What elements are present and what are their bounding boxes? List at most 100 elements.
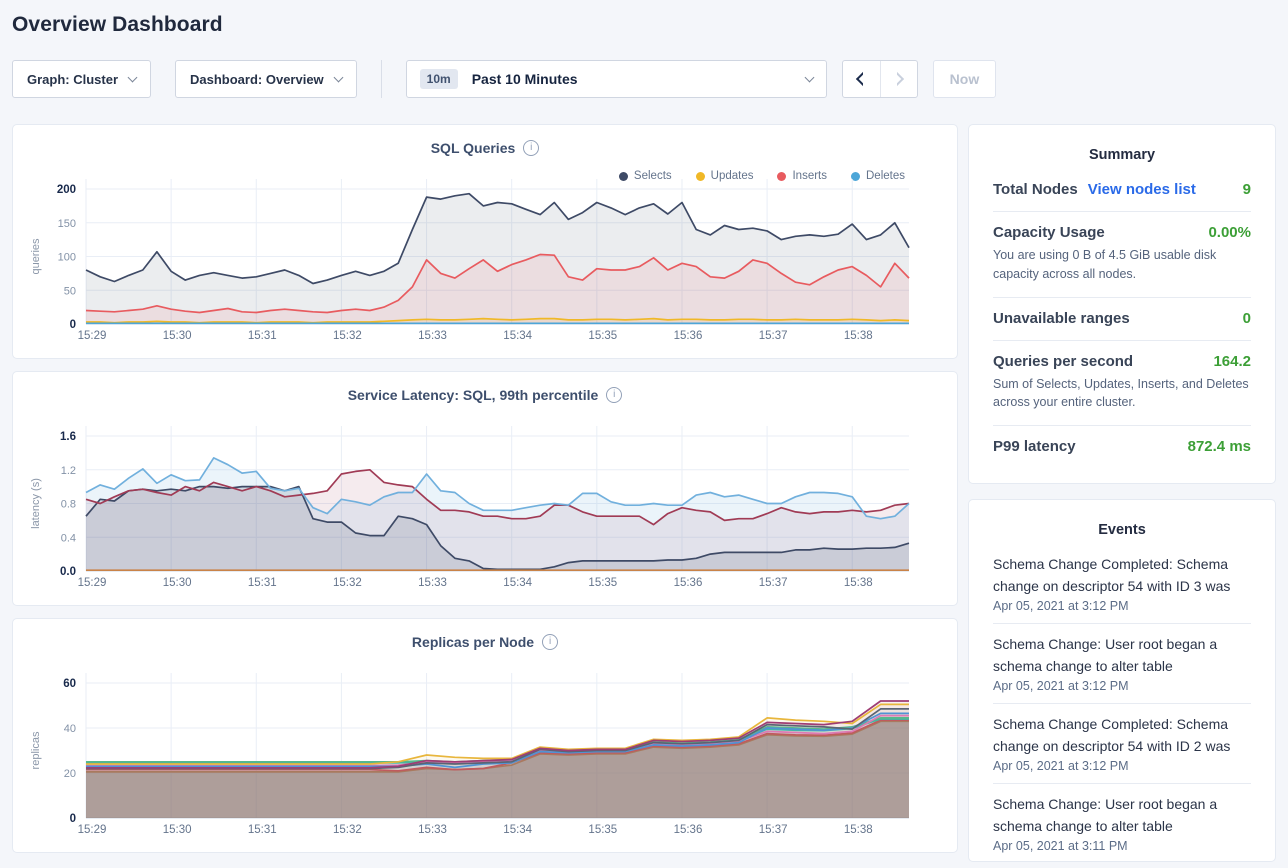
sql-queries-chart[interactable]: 15:29 15:30 15:31 15:32 15:33 15:34 15:35 15:36… (13, 173, 959, 358)
svg-text:15:33: 15:33 (418, 824, 447, 836)
svg-text:15:32: 15:32 (333, 577, 362, 589)
svg-text:0.0: 0.0 (60, 566, 76, 578)
event-timestamp: Apr 05, 2021 at 3:12 PM (993, 679, 1129, 693)
summary-rows: Total Nodes View nodes list 9 Capacity Usag… (993, 169, 1251, 468)
summary-row-unavailable-ranges: Unavailable ranges 0 (993, 298, 1251, 341)
svg-text:15:38: 15:38 (844, 330, 873, 342)
svg-text:0.8: 0.8 (61, 499, 76, 511)
legend-item-selects[interactable]: Selects (618, 170, 672, 182)
svg-text:15:36: 15:36 (674, 577, 703, 589)
chart-card-replicas-per-node: Replicas per Node i 15:29 15:30 15:31 15:32… (12, 618, 958, 853)
event-item[interactable]: Schema Change: User root began a schema … (993, 624, 1251, 704)
svg-text:replicas: replicas (30, 731, 42, 769)
svg-text:latency (s): latency (s) (30, 478, 42, 529)
summary-row-total-nodes: Total Nodes View nodes list 9 (993, 169, 1251, 212)
summary-value: 0.00% (1208, 224, 1251, 241)
dashboard-dropdown[interactable]: Dashboard: Overview (175, 60, 357, 98)
svg-text:15:37: 15:37 (759, 824, 788, 836)
svg-text:100: 100 (58, 252, 76, 264)
time-range-badge: 10m (419, 69, 458, 89)
summary-row-p99-latency: P99 latency 872.4 ms (993, 426, 1251, 468)
summary-label: Total Nodes (993, 181, 1078, 198)
event-item[interactable]: Schema Change: User root began a schema … (993, 784, 1251, 861)
svg-text:15:34: 15:34 (503, 824, 532, 836)
svg-text:0.4: 0.4 (61, 532, 76, 544)
svg-text:0: 0 (70, 813, 76, 825)
svg-text:15:33: 15:33 (418, 330, 447, 342)
svg-text:15:31: 15:31 (248, 330, 277, 342)
dashboard-dropdown-label: Dashboard: Overview (190, 71, 324, 87)
chevron-down-icon (804, 72, 815, 82)
event-text: Schema Change Completed: Schema change o… (993, 716, 1231, 754)
legend-item-deletes[interactable]: Deletes (851, 170, 905, 182)
legend-item-updates[interactable]: Updates (695, 170, 753, 182)
event-text: Schema Change: User root began a schema … (993, 636, 1218, 674)
legend-label: Selects (633, 170, 672, 182)
graph-dropdown[interactable]: Graph: Cluster (12, 60, 152, 98)
legend-dot-icon (851, 171, 860, 181)
svg-text:15:36: 15:36 (674, 330, 703, 342)
svg-text:queries: queries (30, 238, 42, 275)
svg-text:15:30: 15:30 (163, 824, 192, 836)
summary-value: 9 (1242, 181, 1251, 198)
next-time-button[interactable] (879, 61, 917, 97)
prev-time-button[interactable] (843, 61, 880, 97)
info-icon[interactable]: i (606, 387, 623, 403)
time-range-picker[interactable]: 10m Past 10 Minutes (405, 60, 827, 98)
summary-label: Unavailable ranges (993, 309, 1130, 327)
replicas-per-node-chart[interactable]: 15:29 15:30 15:31 15:32 15:33 15:34 15:35 15:36… (13, 667, 959, 852)
svg-text:20: 20 (64, 768, 76, 780)
svg-text:15:35: 15:35 (588, 824, 617, 836)
svg-text:15:34: 15:34 (503, 330, 532, 342)
view-nodes-list-link[interactable]: View nodes list (1087, 181, 1196, 198)
svg-text:0: 0 (70, 319, 76, 331)
now-button[interactable]: Now (932, 60, 997, 98)
summary-card: Summary Total Nodes View nodes list 9 Capac… (968, 124, 1276, 484)
info-icon[interactable]: i (523, 140, 540, 156)
summary-value: 872.4 ms (1187, 438, 1251, 455)
svg-text:1.6: 1.6 (60, 431, 76, 443)
chevron-down-icon (127, 72, 138, 82)
svg-text:15:29: 15:29 (78, 330, 107, 342)
svg-text:15:34: 15:34 (503, 577, 532, 589)
controls-bar: Graph: Cluster Dashboard: Overview 10m P… (12, 60, 1276, 98)
charts-column: SQL Queries i Selects Updates Inserts Delet… (12, 124, 958, 865)
legend-dot-icon (695, 171, 705, 181)
svg-text:15:29: 15:29 (78, 577, 107, 589)
service-latency-chart[interactable]: 15:29 15:30 15:31 15:32 15:33 15:34 15:35 15:36… (13, 420, 959, 605)
info-icon[interactable]: i (542, 634, 559, 650)
event-timestamp: Apr 05, 2021 at 3:12 PM (993, 759, 1129, 773)
svg-text:15:37: 15:37 (759, 330, 788, 342)
summary-row-capacity-usage: Capacity Usage 0.00% You are using 0 B of … (993, 212, 1251, 298)
svg-text:15:38: 15:38 (844, 824, 873, 836)
event-item[interactable]: Schema Change Completed: Schema change o… (993, 704, 1251, 784)
event-timestamp: Apr 05, 2021 at 3:11 PM (993, 839, 1128, 853)
svg-text:15:33: 15:33 (418, 577, 447, 589)
summary-subtext: Sum of Selects, Updates, Inserts, and De… (993, 376, 1249, 410)
legend-dot-icon (618, 171, 628, 181)
graph-dropdown-label: Graph: Cluster (27, 71, 119, 87)
legend-dot-icon (777, 171, 787, 181)
svg-text:15:30: 15:30 (163, 577, 192, 589)
svg-text:15:31: 15:31 (248, 824, 277, 836)
summary-label: P99 latency (993, 438, 1076, 455)
legend-label: Deletes (866, 170, 905, 182)
svg-text:15:36: 15:36 (674, 824, 703, 836)
legend-item-inserts[interactable]: Inserts (777, 170, 827, 182)
chart-card-sql-queries: SQL Queries i Selects Updates Inserts Delet… (12, 124, 958, 359)
svg-text:15:38: 15:38 (844, 577, 873, 589)
summary-subtext: You are using 0 B of 4.5 GiB usable disk… (993, 248, 1217, 281)
summary-title: Summary (1088, 147, 1156, 163)
chevron-right-icon (889, 71, 904, 87)
events-list: Schema Change Completed: Schema change o… (993, 544, 1251, 861)
svg-text:60: 60 (63, 678, 76, 690)
summary-value: 0 (1242, 309, 1251, 327)
event-item[interactable]: Schema Change Completed: Schema change o… (993, 544, 1251, 624)
svg-text:200: 200 (57, 184, 76, 196)
chart-title: SQL Queries (430, 140, 516, 156)
time-nav-group (841, 60, 918, 98)
summary-value: 164.2 (1213, 352, 1251, 370)
svg-text:15:30: 15:30 (163, 330, 192, 342)
svg-text:15:37: 15:37 (759, 577, 788, 589)
side-column: Summary Total Nodes View nodes list 9 Capac… (968, 124, 1276, 862)
